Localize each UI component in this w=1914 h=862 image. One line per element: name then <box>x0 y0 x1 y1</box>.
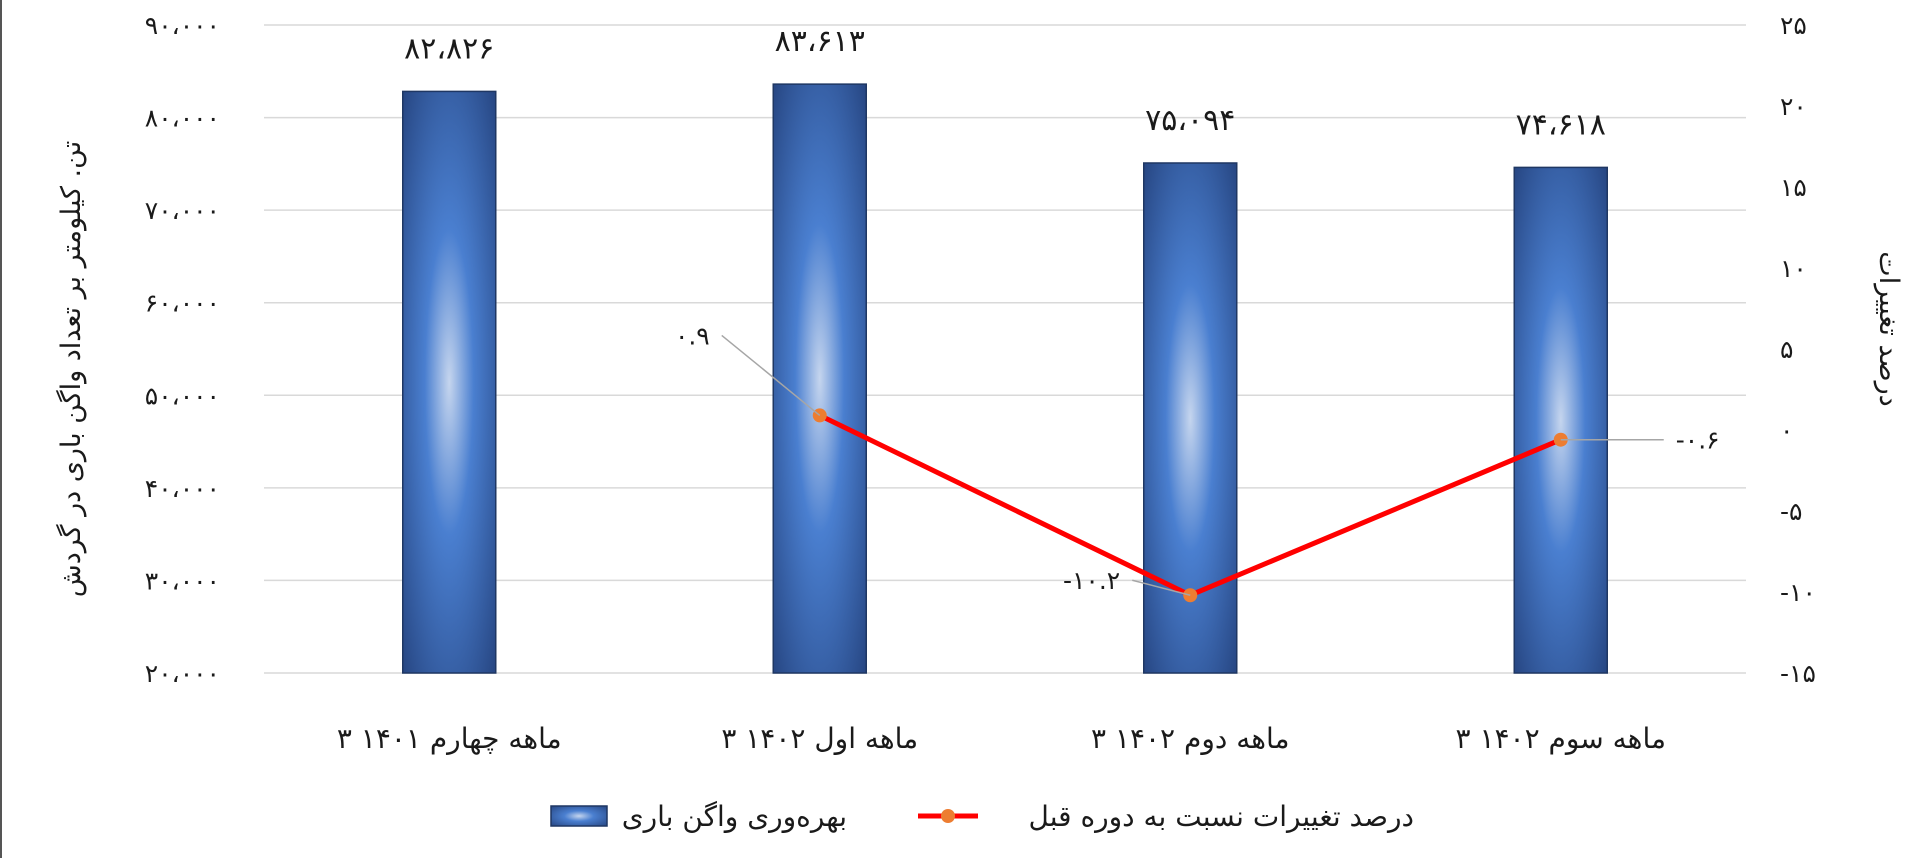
bar <box>1513 166 1608 674</box>
gridlines <box>264 24 1746 674</box>
y-right-axis-title: درصد تغییرات <box>1873 251 1904 406</box>
line-value-label: -۰.۶ <box>1676 426 1720 455</box>
bar-value-label: ۷۵،۰۹۴ <box>1145 103 1235 138</box>
y-right-tick-label: ۲۰ <box>1780 92 1807 121</box>
line-value-label: -۱۰.۲ <box>1063 566 1120 595</box>
x-category-label: ۳ ماهه چهارم ۱۴۰۱ <box>337 722 562 755</box>
y-right-tick-label: ۱۵ <box>1780 173 1807 202</box>
y-left-tick-label: ۹۰،۰۰۰ <box>145 11 220 40</box>
y-left-tick-label: ۷۰،۰۰۰ <box>145 196 220 225</box>
legend-bar-swatch <box>550 805 608 827</box>
bar-value-label: ۸۲،۸۲۶ <box>404 31 494 66</box>
y-right-tick-label: ۰ <box>1780 416 1793 445</box>
legend-line-marker <box>941 809 955 823</box>
bar-value-label: ۷۴،۶۱۸ <box>1516 107 1606 142</box>
y-right-tick-label: -۱۵ <box>1780 659 1816 688</box>
y-left-tick-label: ۵۰،۰۰۰ <box>145 381 220 410</box>
line-value-label: ۰.۹ <box>675 321 710 350</box>
y-left-axis-title: تن. کیلومتر بر تعداد واگن باری در گردش <box>55 141 87 597</box>
y-right-tick-label: ۱۰ <box>1780 254 1807 283</box>
bar <box>772 83 867 674</box>
bar <box>1143 162 1238 674</box>
x-category-label: ۳ ماهه سوم ۱۴۰۲ <box>1456 722 1666 755</box>
y-left-tick-label: ۳۰،۰۰۰ <box>145 566 220 595</box>
legend-bar-label: بهره‌وری واگن باری <box>622 800 847 833</box>
x-category-label: ۳ ماهه دوم ۱۴۰۲ <box>1091 722 1290 755</box>
y-left-tick-label: ۸۰،۰۰۰ <box>145 104 220 133</box>
y-left-tick-label: ۲۰،۰۰۰ <box>145 659 220 688</box>
y-right-tick-label: ۵ <box>1780 335 1793 364</box>
y-left-tick-label: ۴۰،۰۰۰ <box>145 474 220 503</box>
y-right-tick-label: ۲۵ <box>1780 11 1807 40</box>
legend: بهره‌وری واگن باری درصد تغییرات نسبت به د… <box>550 800 1415 833</box>
leader-line <box>721 334 821 417</box>
x-category-label: ۳ ماهه اول ۱۴۰۲ <box>721 722 918 755</box>
axes: ۲۰،۰۰۰ ۳۰،۰۰۰ ۴۰،۰۰۰ ۵۰،۰۰۰ ۶۰،۰۰۰ ۷۰،۰۰۰ ۸۰،۰… <box>55 11 1904 755</box>
leader-line <box>1132 579 1191 596</box>
bar <box>402 90 497 674</box>
data-labels: ۸۲،۸۲۶ ۸۳،۶۱۳ ۷۵،۰۹۴ ۷۴،۶۱۸ ۰.۹ -۱۰.۲ -۰.۶ <box>404 24 1720 596</box>
y-right-tick-label: -۱۰ <box>1780 578 1816 607</box>
bar-series <box>402 83 1608 674</box>
legend-line-label: درصد تغییرات نسبت به دوره قبل <box>1029 800 1415 833</box>
y-left-tick-label: ۶۰،۰۰۰ <box>145 289 220 318</box>
bar-value-label: ۸۳،۶۱۳ <box>775 24 865 59</box>
y-right-tick-label: -۵ <box>1780 497 1802 526</box>
